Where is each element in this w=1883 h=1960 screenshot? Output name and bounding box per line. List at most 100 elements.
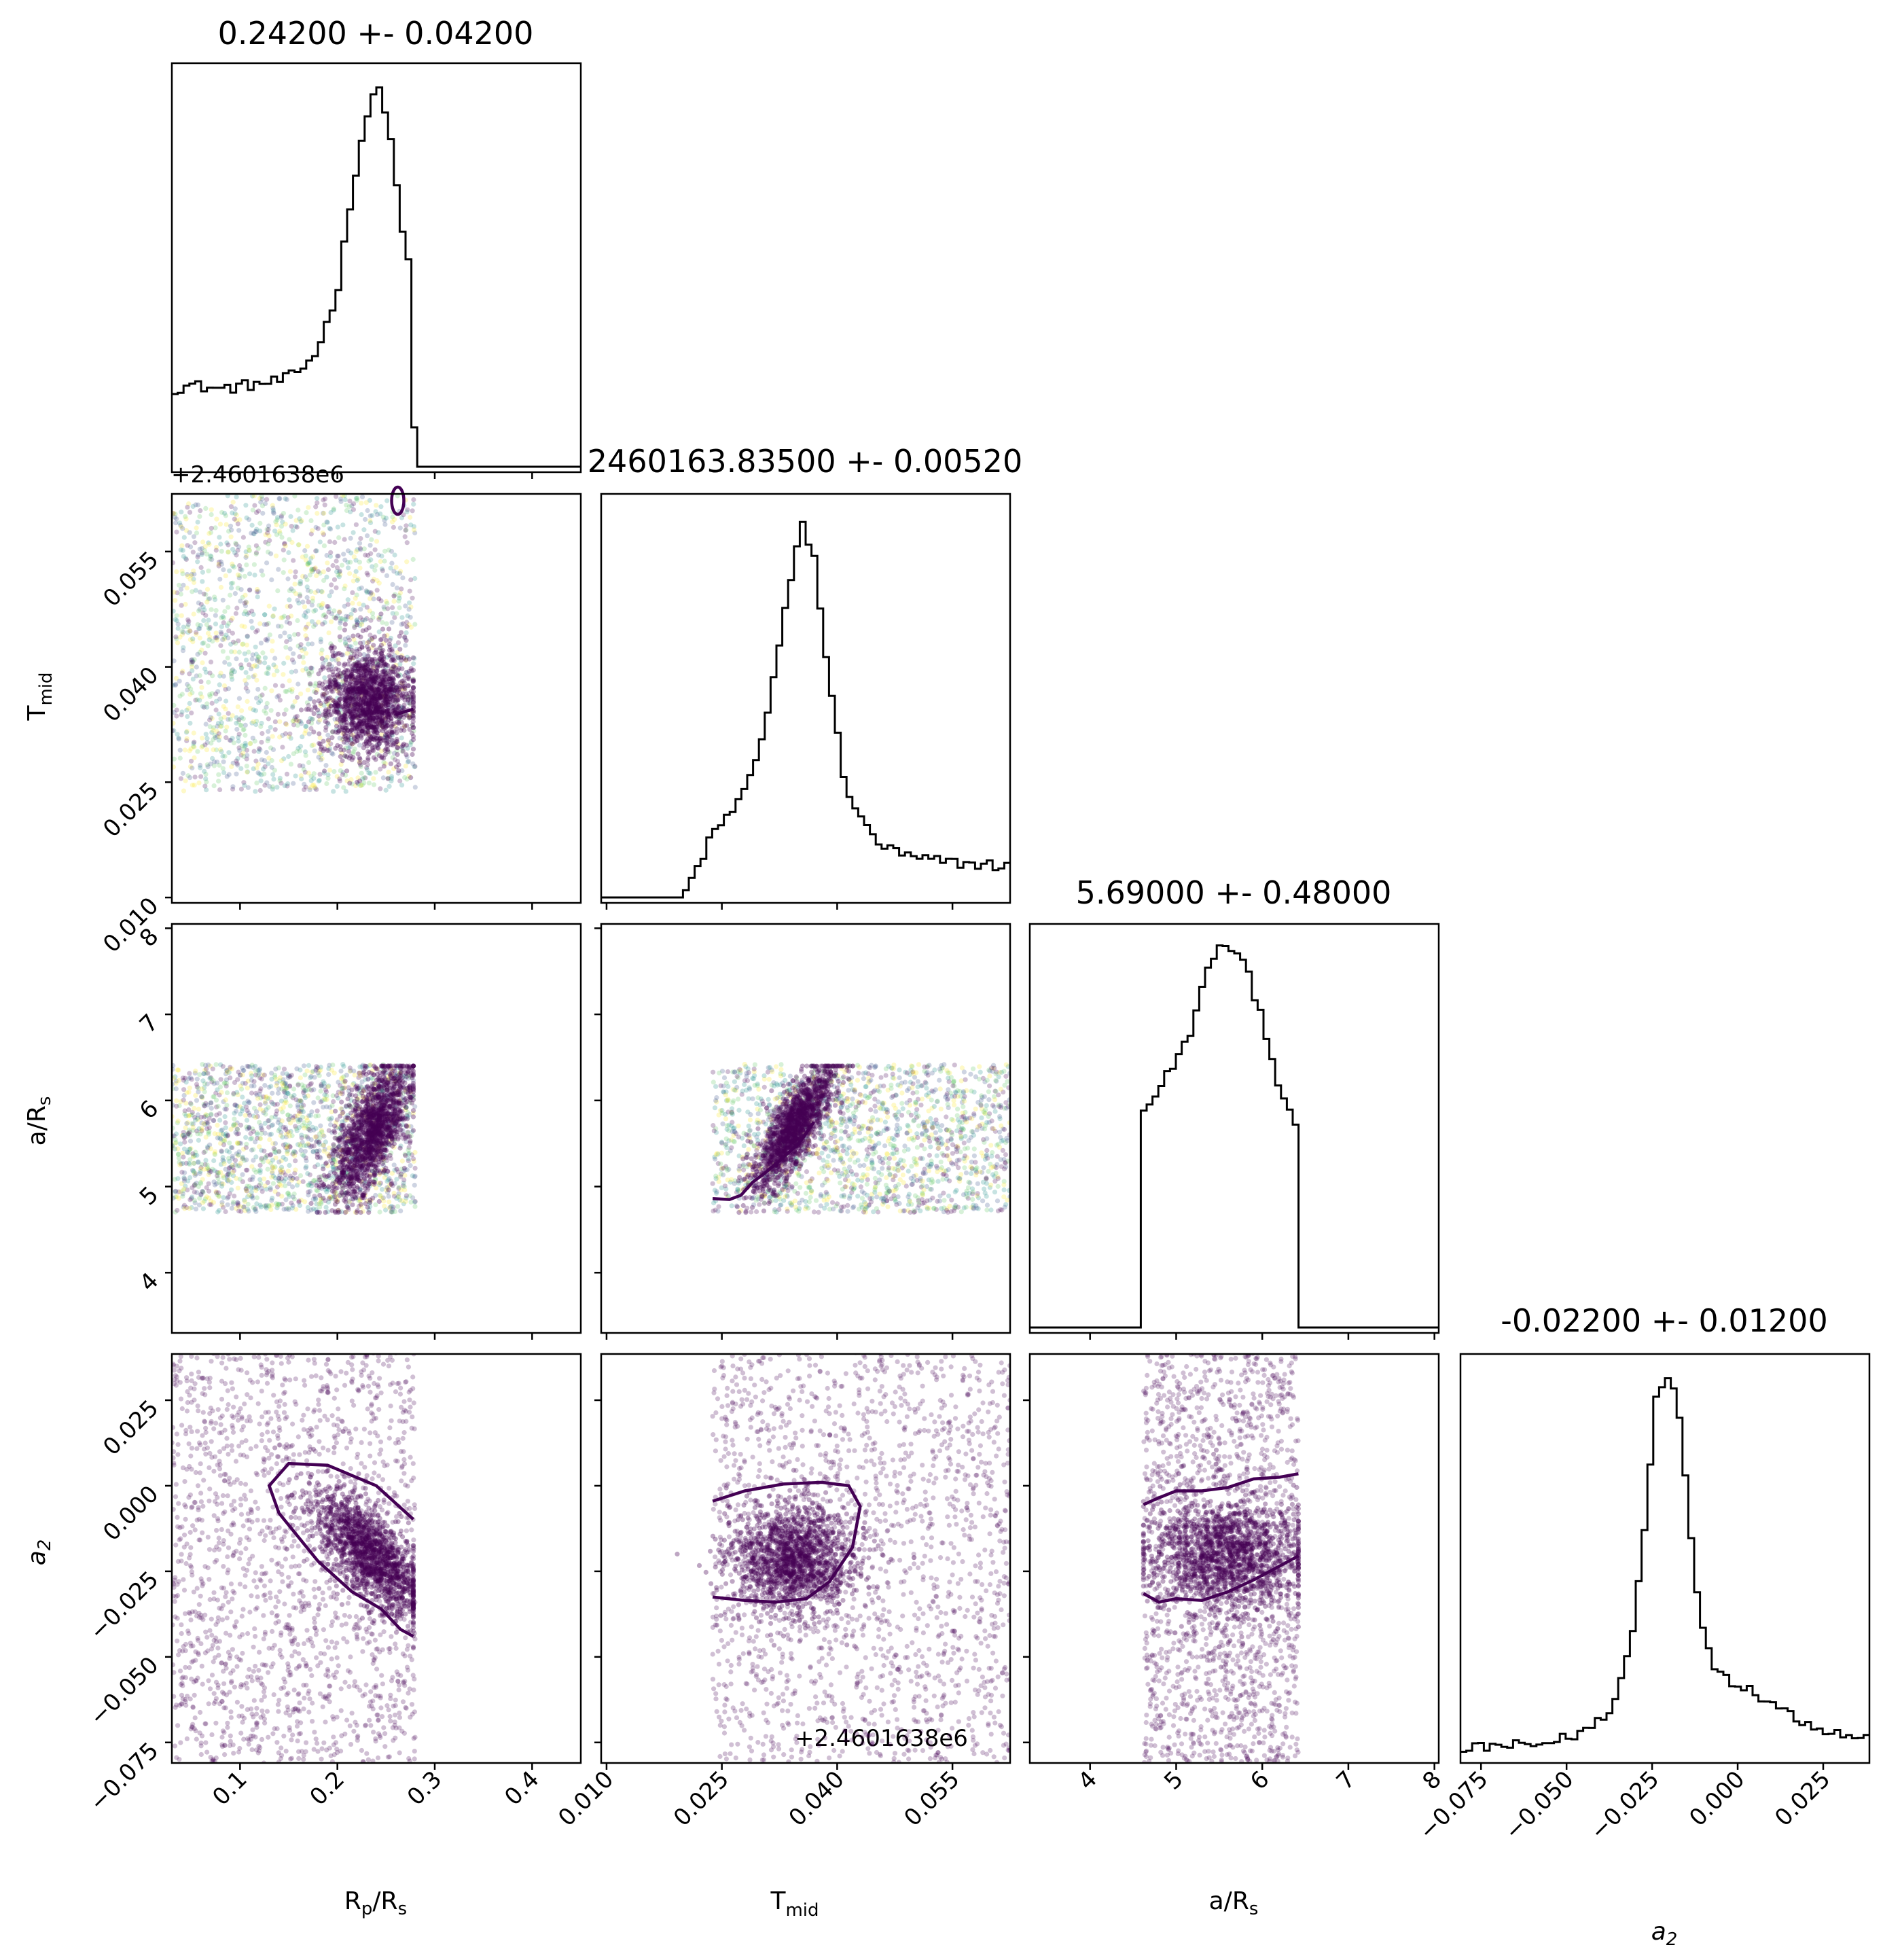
scatter-point [365,572,371,577]
scatter-point [358,663,364,669]
scatter-point [383,677,389,683]
scatter-point [356,711,361,716]
scatter-point [331,684,336,690]
scatter-point [204,622,209,627]
scatter-point [309,669,315,675]
scatter-point [218,1137,223,1142]
scatter-point [367,513,373,518]
scatter-point [178,586,184,592]
scatter-point [183,556,189,563]
scatter-point [281,557,287,563]
scatter-point [409,696,414,702]
scatter-point [340,736,346,742]
scatter-point [230,1154,235,1159]
scatter-point [206,568,211,574]
scatter-point [259,503,266,509]
scatter-point [391,669,396,674]
scatter-point [292,582,298,587]
scatter-point [201,591,207,596]
scatter-point [218,541,223,547]
scatter-point [310,599,315,604]
scatter-point [173,675,179,681]
scatter-point [183,514,188,520]
scatter-point [397,571,403,576]
scatter-point [382,558,387,564]
scatter-point [355,751,361,757]
scatter-point [177,1162,183,1168]
scatter-point [346,745,351,751]
scatter-point [238,567,243,572]
scatter-point [354,738,359,743]
scatter-point [362,707,367,713]
scatter-point [357,708,363,714]
scatter-point [378,660,384,665]
scatter-point [193,1207,199,1212]
scatter-point [410,678,416,683]
scatter-point [304,577,310,583]
scatter-point [243,743,249,748]
scatter-point [399,666,405,671]
scatter-point [332,703,338,709]
scatter-point [283,544,288,549]
scatter-point [270,1101,276,1107]
scatter-point [214,516,219,522]
scatter-point [209,554,214,559]
scatter-point [351,703,357,709]
scatter-point [363,711,368,716]
scatter-point [378,558,383,565]
scatter-point [307,572,313,577]
scatter-point [255,687,261,692]
scatter-point [180,648,186,654]
scatter-point [364,682,370,688]
scatter-point [368,557,374,563]
scatter-point [230,547,236,552]
scatter-point [369,724,374,729]
scatter-point [236,732,242,737]
histogram-step-a2 [1460,1377,1869,1753]
scatter-point [247,741,253,747]
scatter-point [365,589,370,594]
scatter-point [343,676,348,681]
scatter-point [365,682,372,688]
scatter-point [266,716,271,721]
scatter-point [197,514,202,519]
scatter-point [185,505,190,510]
scatter-point [325,685,330,690]
scatter-point [239,567,245,573]
scatter-point [244,562,249,568]
scatter-point [303,724,308,729]
scatter-point [347,705,353,711]
scatter-point [394,685,399,691]
scatter-point [349,656,355,661]
scatter-point [389,716,394,721]
scatter-point [321,577,327,584]
scatter-point [277,697,283,703]
scatter-point [298,581,304,586]
scatter-point [367,520,374,526]
scatter-point [253,550,259,556]
scatter-point [398,687,404,692]
scatter-point [232,511,238,516]
scatter-point [291,722,297,728]
scatter-point [249,618,254,624]
scatter-point [363,673,368,678]
scatter-point [204,787,209,793]
scatter-point [386,769,391,774]
scatter-point [348,736,354,741]
scatter-point [374,727,379,732]
scatter-point [390,681,395,686]
scatter-point [306,702,311,708]
scatter-point [205,643,211,649]
scatter-point [410,710,416,715]
scatter-point [251,611,256,618]
scatter-point [245,769,250,775]
scatter-point [393,682,399,688]
scatter-point [315,569,321,575]
scatter-point [327,554,333,559]
scatter-point [222,753,228,759]
scatter-point [193,1068,198,1073]
scatter-point [390,605,395,611]
scatter-point [270,1169,275,1174]
scatter-point [408,624,414,630]
scatter-point [257,1168,263,1173]
